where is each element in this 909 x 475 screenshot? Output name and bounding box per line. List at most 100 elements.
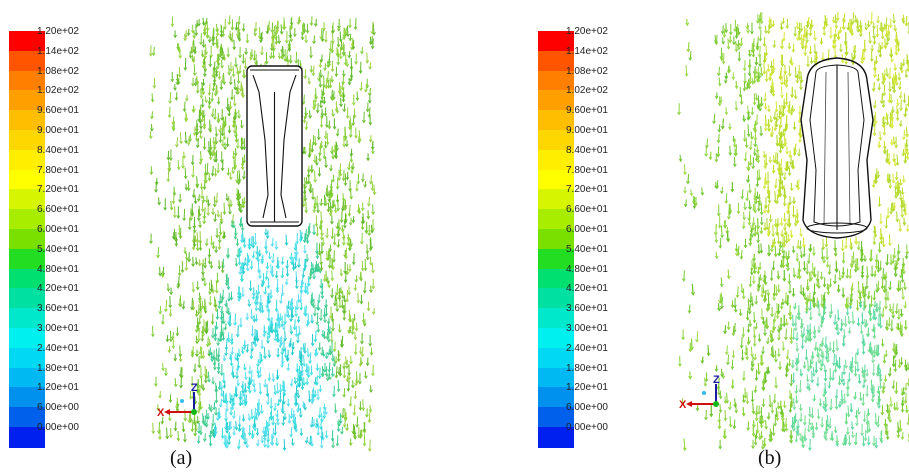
velocity-arrowhead — [336, 244, 341, 249]
colorbar-swatch — [538, 209, 574, 231]
velocity-arrowhead — [777, 353, 781, 358]
velocity-arrow — [234, 121, 236, 134]
velocity-arrowhead — [337, 227, 342, 231]
velocity-arrowhead — [897, 365, 902, 369]
velocity-arrowhead — [220, 167, 225, 172]
velocity-arrowhead — [280, 275, 285, 279]
velocity-arrowhead — [206, 212, 211, 217]
velocity-arrow — [342, 41, 344, 49]
velocity-arrowhead — [243, 367, 247, 371]
velocity-arrow — [213, 426, 216, 438]
velocity-arrowhead — [227, 113, 231, 117]
velocity-arrow — [325, 197, 327, 206]
velocity-arrow — [343, 388, 346, 398]
colorbar-tick-label: 1.20e+01 — [566, 382, 608, 394]
velocity-arrowhead — [770, 410, 775, 414]
velocity-arrowhead — [343, 62, 348, 66]
velocity-arrowhead — [178, 354, 183, 358]
velocity-arrowhead — [744, 144, 749, 149]
velocity-arrowhead — [312, 276, 316, 280]
velocity-arrowhead — [762, 154, 767, 159]
velocity-arrowhead — [196, 327, 201, 332]
velocity-arrowhead — [306, 180, 311, 185]
velocity-arrow — [359, 429, 362, 438]
velocity-arrowhead — [213, 304, 218, 308]
velocity-arrowhead — [334, 375, 339, 379]
velocity-arrow — [331, 227, 334, 239]
velocity-arrow — [302, 401, 305, 408]
velocity-arrowhead — [326, 209, 331, 213]
velocity-arrowhead — [855, 352, 860, 356]
velocity-arrowhead — [897, 316, 901, 321]
velocity-arrowhead — [160, 421, 165, 425]
velocity-arrowhead — [152, 85, 157, 89]
velocity-arrowhead — [733, 163, 737, 168]
velocity-arrowhead — [745, 317, 750, 321]
velocity-arrowhead — [188, 419, 193, 424]
velocity-arrowhead — [746, 133, 751, 138]
velocity-arrowhead — [205, 199, 209, 204]
velocity-arrowhead — [275, 29, 280, 34]
velocity-arrow — [276, 310, 279, 322]
velocity-arrowhead — [184, 98, 189, 102]
velocity-arrowhead — [190, 354, 195, 358]
colorbar-swatch — [9, 189, 45, 211]
velocity-arrowhead — [271, 422, 275, 426]
velocity-arrowhead — [280, 351, 285, 356]
velocity-arrowhead — [834, 269, 839, 274]
velocity-arrowhead — [158, 436, 162, 441]
velocity-arrowhead — [900, 409, 905, 413]
velocity-arrow — [701, 187, 703, 196]
velocity-arrow — [242, 427, 245, 440]
velocity-arrowhead — [330, 68, 335, 73]
velocity-arrowhead — [747, 311, 752, 315]
velocity-arrowhead — [785, 356, 790, 360]
velocity-arrowhead — [716, 140, 721, 144]
velocity-arrow — [308, 390, 311, 402]
velocity-arrowhead — [216, 101, 221, 105]
velocity-arrowhead — [874, 445, 879, 449]
velocity-arrowhead — [171, 200, 176, 205]
velocity-arrowhead — [683, 171, 687, 176]
velocity-arrow — [214, 108, 217, 120]
velocity-arrow — [320, 211, 323, 224]
velocity-arrowhead — [216, 170, 220, 174]
velocity-arrow — [328, 362, 331, 372]
velocity-arrowhead — [176, 215, 181, 219]
velocity-arrow — [214, 213, 217, 222]
velocity-arrowhead — [253, 428, 257, 432]
velocity-arrow — [343, 234, 345, 246]
velocity-arrow — [329, 78, 332, 88]
velocity-arrowhead — [248, 57, 253, 61]
velocity-arrowhead — [197, 213, 202, 217]
velocity-arrowhead — [203, 308, 207, 312]
velocity-arrowhead — [335, 199, 340, 204]
velocity-arrow — [202, 17, 205, 26]
velocity-arrowhead — [311, 423, 316, 428]
velocity-arrow — [222, 26, 225, 37]
velocity-arrowhead — [180, 269, 185, 274]
velocity-arrowhead — [907, 31, 909, 35]
velocity-arrowhead — [360, 207, 365, 212]
velocity-arrowhead — [234, 426, 239, 431]
velocity-arrowhead — [319, 237, 324, 241]
velocity-arrowhead — [219, 300, 224, 304]
velocity-arrowhead — [255, 443, 260, 447]
velocity-arrowhead — [287, 44, 292, 48]
velocity-arrowhead — [343, 32, 348, 36]
colorbar-tick-label: 6.00e+00 — [37, 402, 79, 414]
velocity-arrowhead — [222, 358, 227, 362]
velocity-arrowhead — [200, 208, 205, 213]
velocity-arrowhead — [260, 440, 265, 444]
velocity-arrowhead — [754, 266, 758, 270]
velocity-arrow — [371, 181, 374, 191]
velocity-arrowhead — [222, 136, 227, 141]
velocity-arrowhead — [294, 402, 299, 407]
colorbar-b: 1.20e+02 1.14e+02 1.08e+02 1.02e+02 9.60e+01… — [538, 22, 658, 448]
velocity-arrowhead — [238, 55, 242, 59]
velocity-arrowhead — [213, 333, 218, 338]
velocity-arrowhead — [230, 406, 235, 411]
velocity-arrowhead — [206, 203, 211, 207]
colorbar-tick-label: 6.00e+01 — [566, 224, 608, 235]
velocity-arrowhead — [309, 55, 313, 59]
